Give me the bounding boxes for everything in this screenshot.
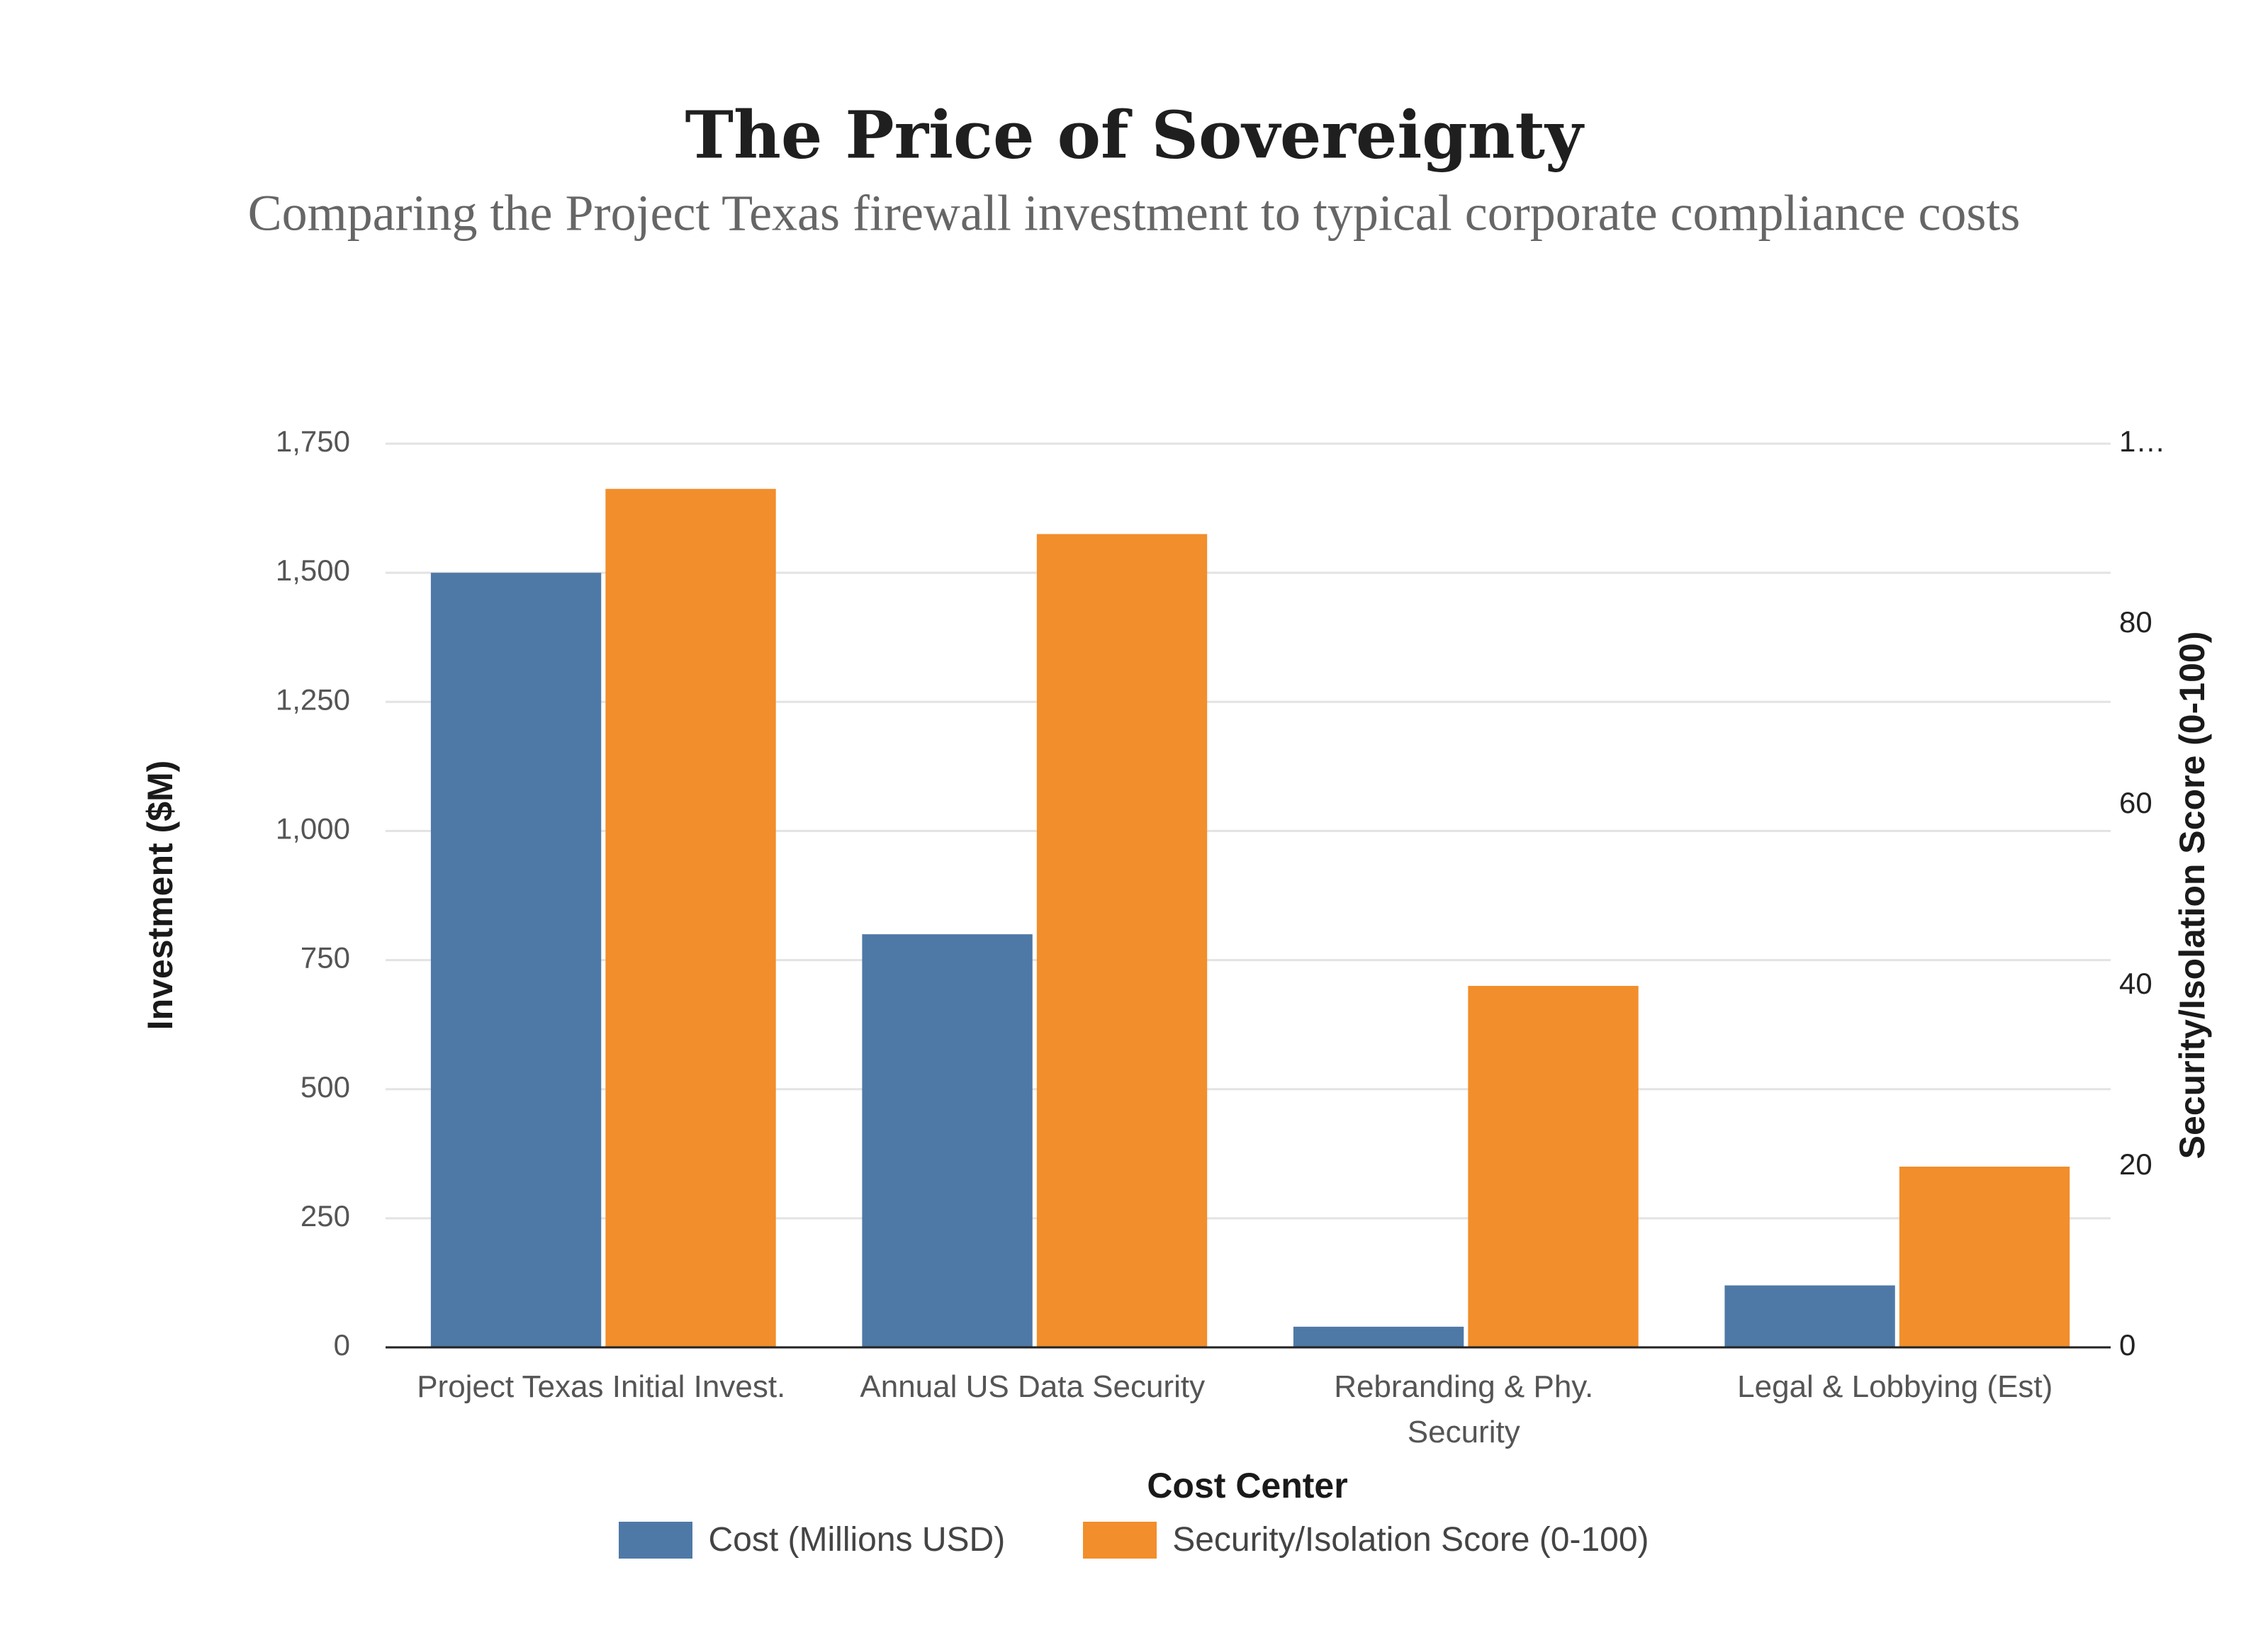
legend-label: Security/Isolation Score (0-100) xyxy=(1172,1521,1649,1559)
legend: Cost (Millions USD) Security/Isolation Sc… xyxy=(0,1520,2268,1559)
y-tick-label: 250 xyxy=(301,1199,350,1233)
legend-label: Cost (Millions USD) xyxy=(708,1521,1006,1559)
bar xyxy=(1468,986,1639,1347)
legend-item: Cost (Millions USD) xyxy=(619,1520,1005,1559)
bar xyxy=(862,934,1033,1347)
x-tick-label: Legal & Lobbying (Est) xyxy=(1737,1369,2053,1404)
bar xyxy=(1724,1285,1895,1347)
legend-swatch xyxy=(619,1521,693,1559)
legend-item: Security/Isolation Score (0-100) xyxy=(1083,1520,1649,1559)
y2-tick-label: 20 xyxy=(2119,1147,2152,1181)
y2-axis-title: Security/Isolation Score (0-100) xyxy=(2172,632,2212,1160)
bar xyxy=(1293,1326,1464,1347)
y-tick-label: 500 xyxy=(301,1070,350,1104)
y2-tick-label: 80 xyxy=(2119,605,2152,639)
bar xyxy=(605,488,776,1347)
y-tick-label: 1,250 xyxy=(276,683,350,716)
y2-tick-label: 40 xyxy=(2119,967,2152,1000)
y-tick-label: 750 xyxy=(301,941,350,975)
y-tick-label: 1,750 xyxy=(276,425,350,458)
bar xyxy=(1036,534,1208,1347)
y2-tick-label: 60 xyxy=(2119,786,2152,819)
chart-subtitle: Comparing the Project Texas firewall inv… xyxy=(248,185,2021,242)
bar xyxy=(430,573,602,1348)
y2-tick-label: 1… xyxy=(2119,425,2165,458)
x-tick-label: Rebranding & Phy. Security xyxy=(1334,1369,1594,1449)
y-tick-label: 1,000 xyxy=(276,812,350,846)
bar xyxy=(1899,1167,2070,1347)
y-axis-title: Investment ($M) xyxy=(140,761,180,1031)
y-tick-label: 0 xyxy=(334,1328,350,1362)
x-tick-label: Project Texas Initial Invest. xyxy=(417,1369,786,1404)
x-axis-title: Cost Center xyxy=(1147,1466,1347,1505)
y-tick-label: 1,500 xyxy=(276,554,350,587)
y2-tick-label: 0 xyxy=(2119,1328,2135,1362)
chart-title: The Price of Sovereignty xyxy=(685,97,1585,174)
x-tick-label: Annual US Data Security xyxy=(860,1369,1206,1404)
legend-swatch xyxy=(1083,1521,1157,1559)
